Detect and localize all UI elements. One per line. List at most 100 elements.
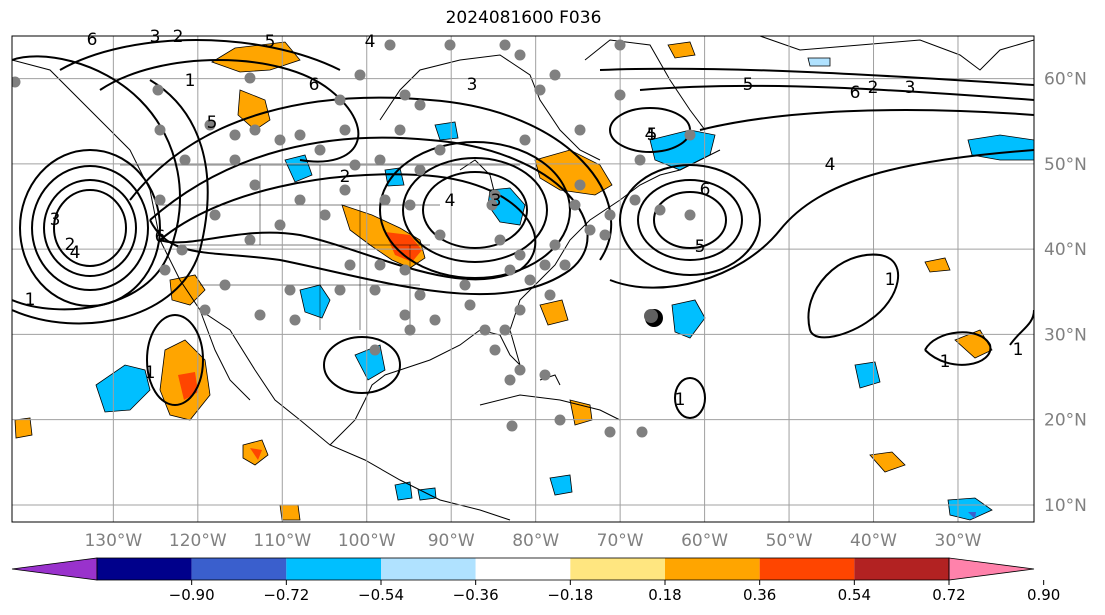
contour-label: 4 bbox=[70, 243, 81, 263]
lat-label: 40°N bbox=[1044, 240, 1087, 260]
observation-dot bbox=[684, 129, 696, 141]
observation-dot bbox=[459, 279, 471, 291]
observation-dot bbox=[374, 154, 386, 166]
lon-label: 120°W bbox=[169, 531, 227, 551]
observation-dot bbox=[569, 199, 581, 211]
observation-dot bbox=[199, 304, 211, 316]
observation-dot bbox=[154, 194, 166, 206]
observation-dot bbox=[399, 89, 411, 101]
observation-dot bbox=[229, 129, 241, 141]
observation-dot bbox=[519, 134, 531, 146]
observation-dot bbox=[379, 194, 391, 206]
colorbar-tick-label: −0.54 bbox=[358, 586, 404, 604]
observation-dot bbox=[479, 324, 491, 336]
observation-dot bbox=[334, 284, 346, 296]
observation-dot bbox=[229, 154, 241, 166]
colorbar-tick-label: 0.54 bbox=[838, 586, 871, 604]
contour-label: 4 bbox=[445, 191, 456, 211]
observation-dot bbox=[464, 299, 476, 311]
observation-dot bbox=[489, 344, 501, 356]
observation-dot bbox=[504, 374, 516, 386]
contour-label: 2 bbox=[868, 78, 879, 98]
observation-dot bbox=[294, 129, 306, 141]
contour-label: 2 bbox=[173, 27, 184, 47]
observation-dot bbox=[539, 369, 551, 381]
observation-dot bbox=[249, 124, 261, 136]
contour-label: 5 bbox=[743, 75, 754, 95]
observation-dot bbox=[499, 324, 511, 336]
observation-dot bbox=[559, 259, 571, 271]
observation-dot bbox=[219, 279, 231, 291]
contour-label: 4 bbox=[825, 155, 836, 175]
observation-dot bbox=[289, 314, 301, 326]
observation-dot bbox=[354, 69, 366, 81]
observation-dot bbox=[159, 264, 171, 276]
observation-dot bbox=[554, 414, 566, 426]
observation-dot bbox=[604, 426, 616, 438]
lat-labels: 10°N 20°N 30°N 40°N 50°N 60°N bbox=[1044, 70, 1087, 516]
observation-dot bbox=[429, 314, 441, 326]
observation-dot bbox=[506, 420, 518, 432]
colorbar-segment bbox=[854, 558, 949, 580]
observation-dot bbox=[369, 344, 381, 356]
coastlines bbox=[12, 36, 1034, 521]
colorbar-segment bbox=[759, 558, 855, 580]
observation-dot bbox=[499, 39, 511, 51]
observation-dot bbox=[634, 154, 646, 166]
observation-dot bbox=[179, 154, 191, 166]
observation-dot bbox=[244, 72, 256, 84]
contour-label: 3 bbox=[150, 27, 161, 47]
observation-dot bbox=[284, 284, 296, 296]
lon-label: 130°W bbox=[84, 531, 142, 551]
observation-dot bbox=[274, 134, 286, 146]
observation-dot bbox=[204, 119, 216, 131]
contour-label: 5 bbox=[647, 125, 658, 145]
observation-dot bbox=[684, 209, 696, 221]
observation-dot bbox=[414, 164, 426, 176]
lat-label: 60°N bbox=[1044, 70, 1087, 90]
observation-dot bbox=[414, 99, 426, 111]
colorbar-tick-label: 0.90 bbox=[1027, 586, 1060, 604]
colorbar-segment bbox=[381, 558, 476, 580]
observation-dot bbox=[534, 84, 546, 96]
observation-dot bbox=[209, 209, 221, 221]
observation-dot bbox=[494, 234, 506, 246]
observation-dot bbox=[12, 76, 21, 88]
map-area bbox=[12, 36, 1034, 522]
lon-label: 80°W bbox=[512, 531, 559, 551]
colorbar-segment bbox=[475, 558, 571, 580]
anomaly-shading bbox=[14, 41, 1034, 521]
observation-dot bbox=[549, 239, 561, 251]
observation-dot bbox=[384, 39, 396, 51]
lon-label: 110°W bbox=[253, 531, 311, 551]
observation-dot bbox=[604, 209, 616, 221]
colorbar-lower-extend bbox=[11, 557, 98, 581]
lat-label: 50°N bbox=[1044, 155, 1087, 175]
observation-dot bbox=[399, 264, 411, 276]
contour-label: 5 bbox=[207, 113, 218, 133]
lat-label: 20°N bbox=[1044, 411, 1087, 431]
contour-label: 4 bbox=[645, 125, 656, 145]
observation-dot bbox=[414, 289, 426, 301]
contour-label: 3 bbox=[50, 210, 61, 230]
observation-dot bbox=[154, 124, 166, 136]
contour-label: 6 bbox=[850, 83, 861, 103]
observation-dot bbox=[369, 284, 381, 296]
contour-label: 3 bbox=[467, 75, 478, 95]
observation-dot bbox=[349, 159, 361, 171]
observation-dot bbox=[334, 94, 346, 106]
observation-dot bbox=[636, 426, 648, 438]
observation-dot bbox=[339, 124, 351, 136]
colorbar-tick-label: 0.36 bbox=[743, 586, 776, 604]
observation-dot bbox=[524, 274, 536, 286]
lon-label: 60°W bbox=[681, 531, 728, 551]
colorbar-segment bbox=[191, 558, 287, 580]
colorbar-segment bbox=[97, 558, 192, 580]
observation-dot bbox=[399, 309, 411, 321]
observation-dot bbox=[514, 364, 526, 376]
contour-label: 1 bbox=[25, 290, 36, 310]
observation-dot bbox=[584, 224, 596, 236]
observation-dot bbox=[244, 234, 256, 246]
observation-dot bbox=[614, 89, 626, 101]
